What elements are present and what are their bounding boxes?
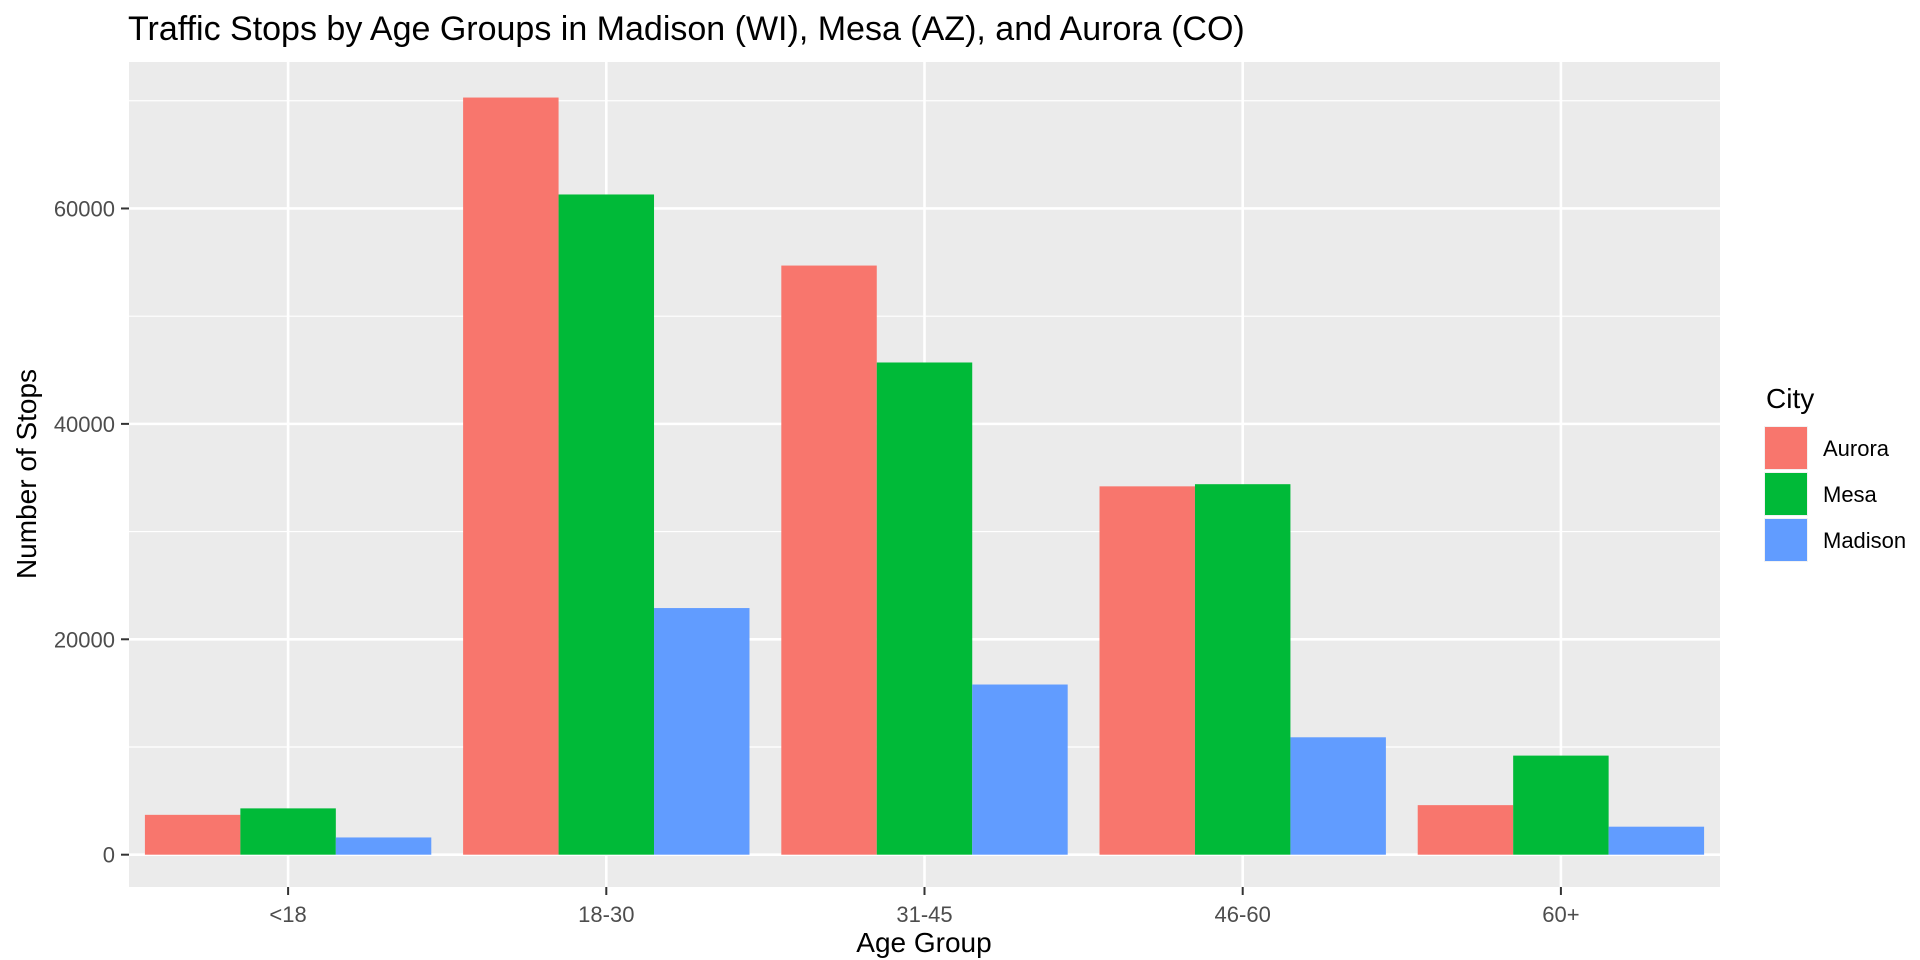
bars <box>144 97 1705 855</box>
bar-mesa-1 <box>558 194 655 855</box>
bar-mesa-4 <box>1513 755 1609 855</box>
x-tick-label: <18 <box>269 902 306 927</box>
x-tick-label: 60+ <box>1542 902 1579 927</box>
y-tick-label: 0 <box>103 843 115 868</box>
bar-aurora-3 <box>1099 486 1195 855</box>
bar-aurora-4 <box>1417 805 1514 855</box>
bar-mesa-2 <box>876 362 973 855</box>
chart-title: Traffic Stops by Age Groups in Madison (… <box>128 10 1245 48</box>
x-axis-title: Age Group <box>856 927 991 958</box>
legend-label-aurora: Aurora <box>1823 436 1890 461</box>
bar-madison-1 <box>654 608 750 855</box>
legend-swatch-mesa <box>1765 473 1807 515</box>
legend-label-mesa: Mesa <box>1823 482 1878 507</box>
x-tick-label: 31-45 <box>896 902 952 927</box>
legend-label-madison: Madison <box>1823 528 1906 553</box>
legend: Aurora Mesa Madison <box>1764 426 1906 562</box>
bar-madison-2 <box>972 684 1068 855</box>
bar-aurora-2 <box>781 265 877 855</box>
bar-aurora-1 <box>463 97 559 855</box>
bar-mesa-0 <box>240 808 336 855</box>
bar-madison-3 <box>1290 737 1386 855</box>
y-tick-label: 20000 <box>54 627 115 652</box>
y-axis-ticks: 0 20000 40000 60000 <box>54 196 129 868</box>
y-tick-label: 40000 <box>54 412 115 437</box>
legend-swatch-aurora <box>1765 427 1807 469</box>
x-tick-label: 46-60 <box>1215 902 1271 927</box>
x-tick-label: 18-30 <box>578 902 634 927</box>
x-axis-ticks: <18 18-30 31-45 46-60 60+ <box>269 887 1580 927</box>
bar-madison-4 <box>1608 826 1705 855</box>
y-axis-title: Number of Stops <box>11 369 42 579</box>
y-tick-label: 60000 <box>54 196 115 221</box>
bar-mesa-3 <box>1194 484 1291 855</box>
legend-title: City <box>1766 383 1814 414</box>
bar-madison-0 <box>335 837 432 855</box>
bar-aurora-0 <box>144 814 241 855</box>
legend-swatch-madison <box>1765 519 1807 561</box>
